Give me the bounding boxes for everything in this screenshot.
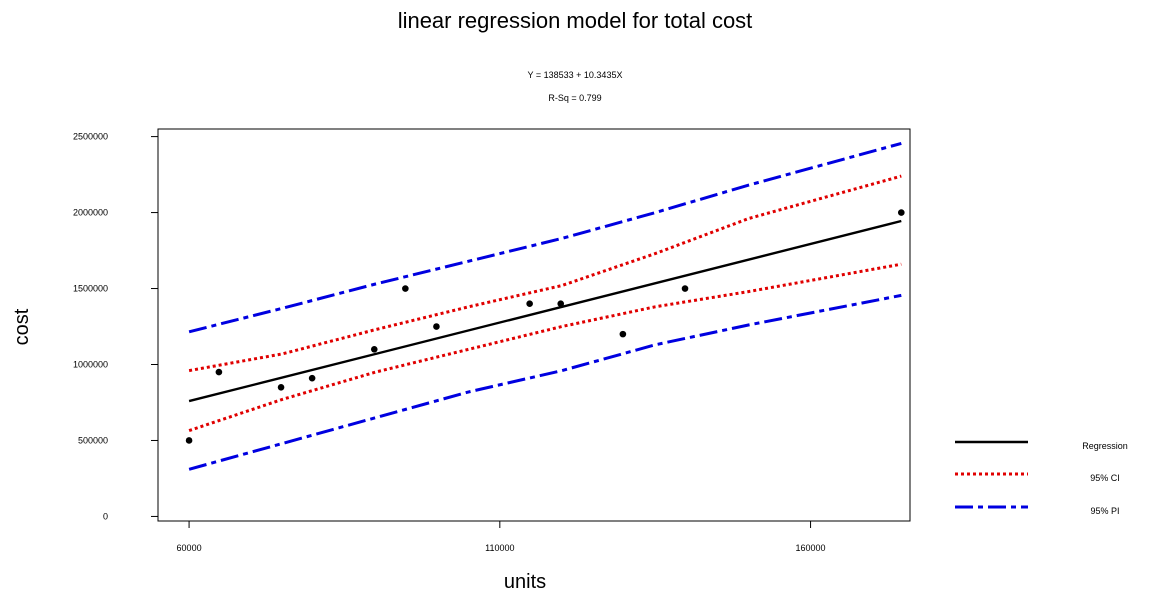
data-point [433,323,440,330]
data-point [897,209,905,216]
legend: Regression 95% CI 95% PI [955,440,1128,516]
data-point [681,285,689,292]
legend-item-regression: Regression [955,440,1128,451]
y-tick-label: 2000000 [73,208,108,218]
legend-label-regression: Regression [1082,441,1128,451]
y-tick-label: 1000000 [73,360,108,370]
chart-title: linear regression model for total cost [398,8,753,33]
legend-item-pi: 95% PI [955,505,1120,516]
ci-lower-line [188,262,902,433]
x-axis: 60000 110000 160000 [177,521,826,553]
legend-label-ci: 95% CI [1090,473,1120,483]
data-point [370,346,378,353]
y-tick-label: 500000 [78,435,108,445]
x-tick-label: 60000 [177,543,202,553]
y-tick-label: 1500000 [73,284,108,294]
x-tick-label: 110000 [485,543,514,553]
data-point [215,368,223,376]
chart-subtitle-equation: Y = 138533 + 10.3435X [528,70,623,80]
y-axis: 0 500000 1000000 1500000 2000000 2500000 [73,132,158,521]
x-tick-label: 160000 [796,543,826,553]
data-point [619,330,627,338]
data-point [557,300,565,308]
regression-line-group [188,219,902,403]
data-points [185,209,905,444]
y-tick-label: 0 [103,511,108,521]
data-point [277,383,285,391]
y-axis-label: cost [11,308,33,345]
legend-item-ci: 95% CI [955,472,1120,483]
ci-upper-line [188,174,902,373]
y-tick-label: 2500000 [73,132,108,142]
interval-bands [188,141,902,471]
pi-lower-line [188,293,902,471]
data-point [308,374,316,382]
data-point [526,300,533,308]
chart-subtitle-rsq: R-Sq = 0.799 [548,93,601,103]
pi-upper-line [188,141,902,334]
legend-label-pi: 95% PI [1090,506,1119,516]
regression-line [188,219,902,403]
plot-frame [157,128,911,522]
x-axis-label: units [504,571,546,593]
data-point [185,437,193,444]
data-point [402,285,409,292]
